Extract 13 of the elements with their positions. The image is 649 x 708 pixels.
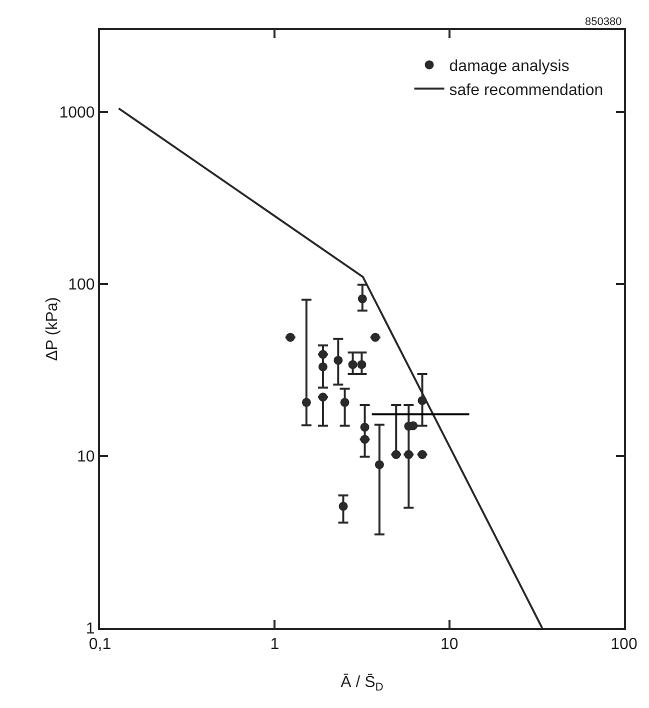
x-tick-label: 10 [440, 636, 458, 654]
x-axis-title: Ā / S̄$_{D}$ [340, 673, 384, 694]
legend-label: safe recommendation [449, 82, 604, 99]
y-tick-label: 1000 [59, 104, 95, 122]
y-tick-label: 1 [86, 620, 95, 638]
x-tick-label: 100 [610, 636, 638, 654]
x-tick-label: 1 [270, 636, 280, 654]
y-tick-label: 10 [77, 448, 95, 466]
x-tick-label: 0,1 [88, 636, 112, 654]
legend-label: damage analysis [449, 58, 570, 76]
y-axis-title: ΔP (kPa) [44, 297, 61, 361]
y-tick-label: 100 [68, 276, 95, 294]
text: 850380 [585, 16, 622, 28]
